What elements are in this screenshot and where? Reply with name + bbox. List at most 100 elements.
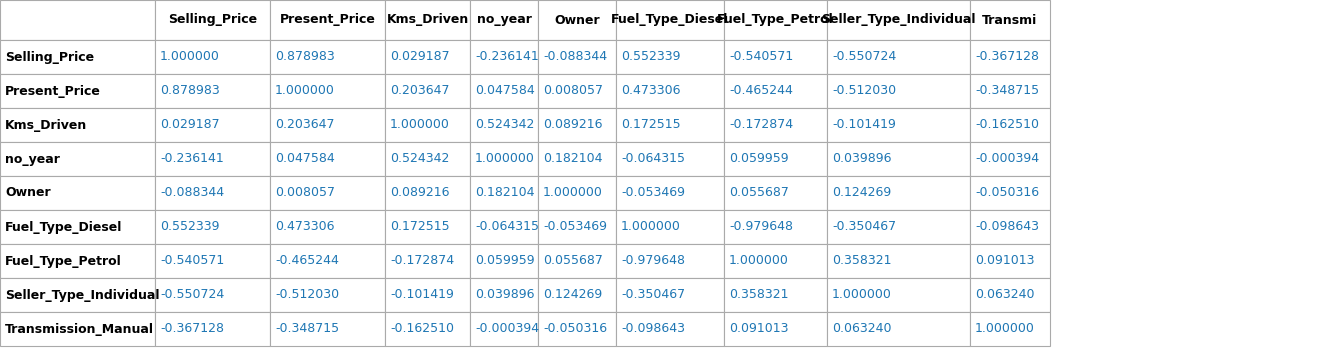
Text: 0.473306: 0.473306: [276, 221, 334, 233]
Bar: [270, 244, 385, 278]
Text: -0.979648: -0.979648: [729, 221, 793, 233]
Text: -0.098643: -0.098643: [975, 221, 1040, 233]
Text: -0.000394: -0.000394: [975, 152, 1040, 166]
Bar: [538, 176, 615, 210]
Bar: [470, 176, 538, 210]
Text: 1.000000: 1.000000: [621, 221, 681, 233]
Bar: [970, 40, 1050, 74]
Bar: [538, 244, 615, 278]
Text: 1.000000: 1.000000: [389, 119, 450, 132]
Text: 0.008057: 0.008057: [276, 186, 334, 199]
Text: -0.088344: -0.088344: [543, 50, 607, 64]
Bar: [270, 0, 385, 40]
Text: 0.029187: 0.029187: [389, 50, 450, 64]
Text: -0.000394: -0.000394: [475, 323, 539, 335]
Bar: [615, 210, 724, 244]
Bar: [270, 210, 385, 244]
Text: -0.101419: -0.101419: [832, 119, 896, 132]
Bar: [385, 210, 470, 244]
Bar: [0, 0, 155, 40]
Text: Present_Price: Present_Price: [5, 84, 100, 97]
Bar: [470, 244, 538, 278]
Text: 1.000000: 1.000000: [543, 186, 603, 199]
Text: 0.089216: 0.089216: [543, 119, 602, 132]
Text: no_year: no_year: [5, 152, 60, 166]
Bar: [270, 176, 385, 210]
Bar: [155, 0, 270, 40]
Text: Fuel_Type_Diesel: Fuel_Type_Diesel: [5, 221, 122, 233]
Bar: [615, 278, 724, 312]
Bar: [615, 176, 724, 210]
Bar: [724, 210, 827, 244]
Text: 0.203647: 0.203647: [276, 119, 334, 132]
Text: 0.552339: 0.552339: [621, 50, 681, 64]
Bar: [538, 278, 615, 312]
Text: 0.124269: 0.124269: [543, 288, 602, 301]
Text: -0.162510: -0.162510: [975, 119, 1040, 132]
Bar: [270, 312, 385, 346]
Bar: [155, 176, 270, 210]
Bar: [615, 0, 724, 40]
Bar: [0, 40, 155, 74]
Bar: [827, 142, 970, 176]
Text: 0.055687: 0.055687: [729, 186, 789, 199]
Text: 0.089216: 0.089216: [389, 186, 450, 199]
Bar: [615, 40, 724, 74]
Bar: [0, 210, 155, 244]
Text: Kms_Driven: Kms_Driven: [387, 13, 468, 26]
Text: 0.047584: 0.047584: [276, 152, 334, 166]
Text: -0.979648: -0.979648: [621, 255, 685, 268]
Text: Seller_Type_Individual: Seller_Type_Individual: [5, 288, 159, 301]
Text: -0.053469: -0.053469: [543, 221, 607, 233]
Text: -0.348715: -0.348715: [276, 323, 339, 335]
Bar: [0, 74, 155, 108]
Bar: [155, 40, 270, 74]
Bar: [385, 40, 470, 74]
Text: -0.367128: -0.367128: [975, 50, 1040, 64]
Text: -0.512030: -0.512030: [276, 288, 339, 301]
Text: -0.540571: -0.540571: [161, 255, 225, 268]
Text: 0.358321: 0.358321: [729, 288, 788, 301]
Text: 0.172515: 0.172515: [621, 119, 681, 132]
Bar: [385, 108, 470, 142]
Bar: [724, 74, 827, 108]
Text: -0.550724: -0.550724: [832, 50, 896, 64]
Bar: [385, 142, 470, 176]
Bar: [970, 244, 1050, 278]
Text: 0.039896: 0.039896: [475, 288, 534, 301]
Bar: [970, 278, 1050, 312]
Bar: [155, 74, 270, 108]
Text: 0.063240: 0.063240: [975, 288, 1034, 301]
Text: 1.000000: 1.000000: [975, 323, 1034, 335]
Text: 0.091013: 0.091013: [975, 255, 1034, 268]
Text: 0.091013: 0.091013: [729, 323, 788, 335]
Text: Transmission_Manual: Transmission_Manual: [5, 323, 154, 335]
Bar: [0, 312, 155, 346]
Bar: [0, 244, 155, 278]
Bar: [615, 142, 724, 176]
Bar: [615, 74, 724, 108]
Text: -0.540571: -0.540571: [729, 50, 793, 64]
Text: -0.367128: -0.367128: [161, 323, 223, 335]
Bar: [538, 142, 615, 176]
Text: Kms_Driven: Kms_Driven: [5, 119, 87, 132]
Bar: [827, 210, 970, 244]
Text: 0.124269: 0.124269: [832, 186, 891, 199]
Bar: [724, 244, 827, 278]
Bar: [827, 278, 970, 312]
Bar: [470, 142, 538, 176]
Bar: [724, 176, 827, 210]
Bar: [270, 108, 385, 142]
Bar: [538, 108, 615, 142]
Text: -0.064315: -0.064315: [475, 221, 539, 233]
Text: 1.000000: 1.000000: [161, 50, 219, 64]
Text: Fuel_Type_Petrol: Fuel_Type_Petrol: [5, 255, 122, 268]
Bar: [155, 210, 270, 244]
Text: 1.000000: 1.000000: [729, 255, 789, 268]
Bar: [470, 74, 538, 108]
Text: 0.878983: 0.878983: [276, 50, 334, 64]
Text: -0.550724: -0.550724: [161, 288, 225, 301]
Bar: [385, 244, 470, 278]
Text: 0.039896: 0.039896: [832, 152, 891, 166]
Bar: [970, 142, 1050, 176]
